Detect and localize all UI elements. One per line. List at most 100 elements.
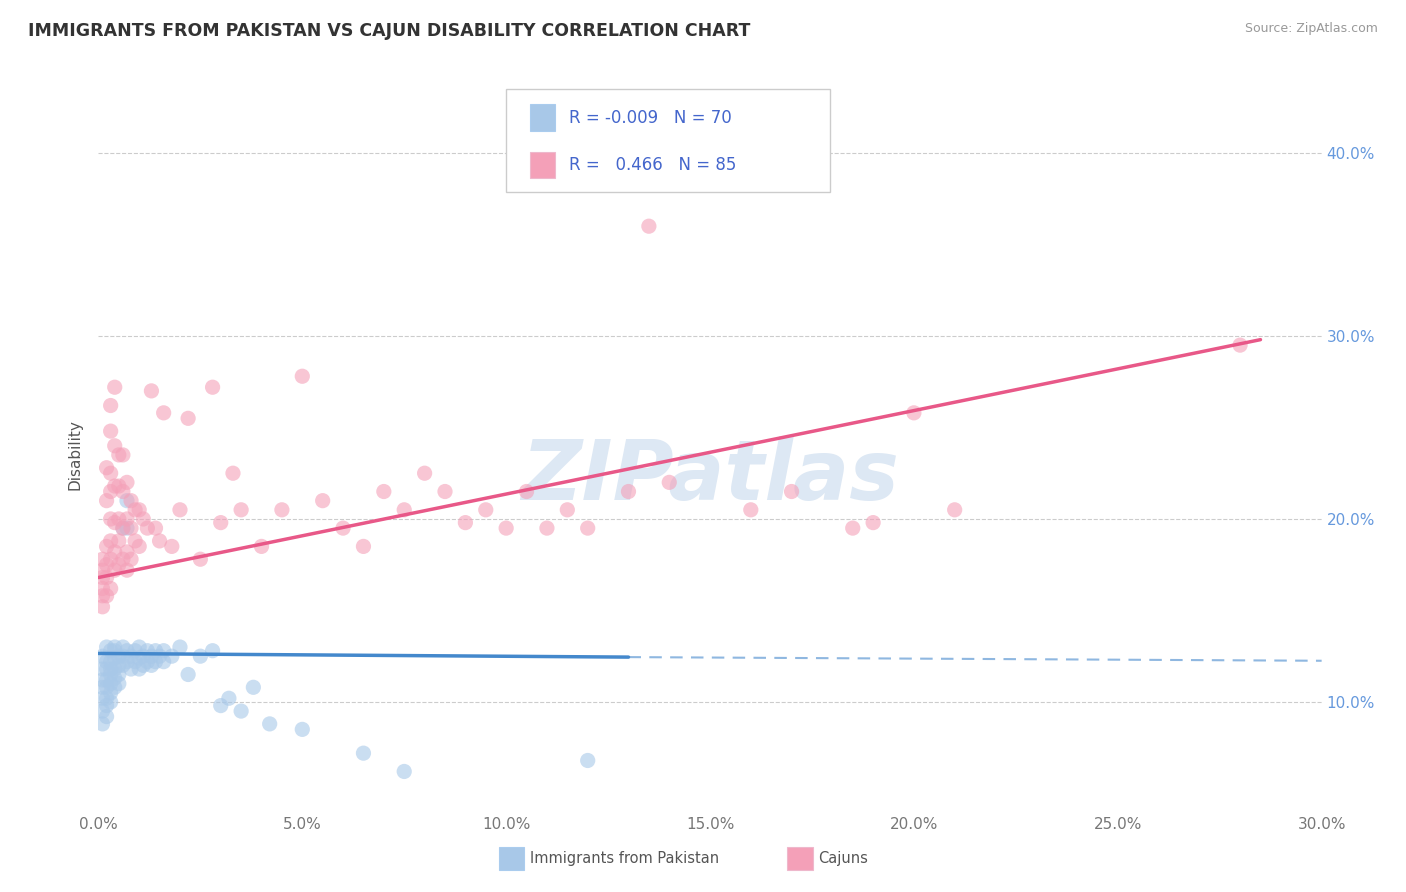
Point [124,643,146,657]
Point [96,709,118,723]
Point [536,521,558,535]
Point [104,380,127,394]
Point [120,552,142,566]
Text: IMMIGRANTS FROM PAKISTAN VS CAJUN DISABILITY CORRELATION CHART: IMMIGRANTS FROM PAKISTAN VS CAJUN DISABI… [28,22,751,40]
Text: Cajuns: Cajuns [818,852,868,866]
Point [96,460,118,475]
Point [352,746,374,760]
Point [312,493,335,508]
Point [100,533,122,548]
Point [209,698,232,713]
Point [96,540,118,554]
Point [352,540,374,554]
Point [115,493,138,508]
Y-axis label: Disability: Disability [67,419,83,491]
Text: Source: ZipAtlas.com: Source: ZipAtlas.com [1244,22,1378,36]
Point [291,369,314,384]
Point [128,503,150,517]
Point [91,704,114,718]
Point [231,704,253,718]
Point [104,651,127,665]
Point [169,503,191,517]
Point [91,552,114,566]
Text: Immigrants from Pakistan: Immigrants from Pakistan [530,852,720,866]
Point [291,723,314,737]
Point [454,516,477,530]
Point [108,558,131,572]
Point [111,640,134,654]
Point [91,691,114,706]
Point [780,484,803,499]
Point [128,651,150,665]
Point [111,521,134,535]
Point [145,655,167,669]
Point [115,545,138,559]
Point [332,521,354,535]
Point [104,681,127,695]
Point [96,570,118,584]
Point [903,406,925,420]
Point [128,540,150,554]
Point [132,658,155,673]
Point [434,484,457,499]
Point [115,643,138,657]
Point [115,521,138,535]
Point [120,493,142,508]
Point [576,754,599,768]
Point [91,649,114,664]
Point [132,649,155,664]
Point [841,521,863,535]
Point [177,667,200,681]
Point [474,503,498,517]
Point [132,512,155,526]
Point [104,545,127,559]
Point [108,533,131,548]
Point [141,658,163,673]
Point [111,484,134,499]
Point [160,540,183,554]
Point [91,717,114,731]
Point [100,399,122,413]
Point [91,599,114,614]
Point [152,655,174,669]
Point [145,643,167,657]
Text: R = -0.009   N = 70: R = -0.009 N = 70 [569,109,733,127]
Point [96,655,118,669]
Point [141,384,163,398]
Point [96,698,118,713]
Point [111,552,134,566]
Point [516,484,538,499]
Point [152,406,174,420]
Point [108,676,131,690]
Point [136,521,159,535]
Point [108,479,131,493]
Point [557,503,579,517]
Point [141,649,163,664]
Point [108,448,131,462]
Point [231,503,253,517]
Point [108,667,131,681]
Point [128,662,150,676]
Point [91,582,114,596]
Point [91,662,114,676]
Point [862,516,884,530]
Point [392,764,416,779]
Point [169,640,191,654]
Point [96,589,118,603]
Point [108,658,131,673]
Point [136,655,159,669]
Point [104,662,127,676]
Point [250,540,273,554]
Point [145,521,167,535]
Point [100,662,122,676]
Point [943,503,966,517]
Point [104,479,127,493]
Point [222,467,245,481]
Point [104,643,127,657]
Point [96,640,118,654]
Point [120,649,142,664]
Point [115,655,138,669]
Point [576,521,599,535]
Point [100,512,122,526]
Point [201,380,224,394]
